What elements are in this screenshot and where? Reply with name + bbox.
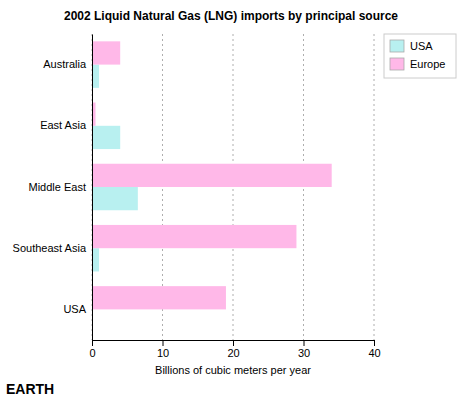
legend-label: USA	[410, 40, 433, 52]
x-axis: 0 10 20 30 40	[89, 340, 380, 359]
tick-label: 0	[89, 347, 95, 359]
tick-label: 40	[368, 347, 380, 359]
tick-mark	[92, 340, 93, 346]
tick: 30	[298, 340, 310, 359]
bar	[92, 225, 296, 248]
bar	[92, 126, 120, 149]
tick-mark	[233, 340, 234, 346]
legend-item: Europe	[390, 58, 445, 70]
bar	[92, 248, 99, 271]
tick: 10	[157, 340, 169, 359]
tick: Middle East	[29, 181, 86, 193]
tick-label: Middle East	[29, 181, 86, 193]
grid	[92, 34, 374, 340]
tick: USA	[63, 303, 86, 315]
grid-line	[92, 34, 93, 340]
axis-line	[92, 35, 93, 341]
chart: 0 10 20 30 40 USA Southeast Asia Middle East Eas…	[0, 0, 462, 400]
tick: 20	[227, 340, 239, 359]
tick-label: 10	[157, 347, 169, 359]
axis-line	[93, 341, 375, 347]
legend-swatch	[390, 58, 404, 70]
grid-line	[374, 34, 375, 340]
tick-label: Southeast Asia	[13, 242, 87, 254]
bar	[92, 187, 138, 210]
tick: East Asia	[40, 119, 87, 131]
tick-label: USA	[63, 303, 86, 315]
legend-frame	[384, 34, 456, 78]
bars	[92, 41, 332, 309]
legend: USA Europe	[384, 34, 456, 78]
title: 2002 Liquid Natural Gas (LNG) imports by…	[64, 9, 398, 23]
tick: 0	[89, 340, 95, 359]
tick: Southeast Asia	[13, 242, 87, 254]
legend-item: USA	[390, 40, 433, 52]
bar	[92, 286, 226, 309]
plot-area: 0 10 20 30 40 USA Southeast Asia Middle East Eas…	[13, 34, 381, 359]
tick-mark	[374, 340, 375, 346]
tick: 40	[368, 340, 380, 359]
annotation: EARTH	[6, 381, 54, 397]
tick: Australia	[43, 58, 87, 70]
tick-mark	[163, 340, 164, 346]
tick-label: 30	[298, 347, 310, 359]
tick-label: East Asia	[40, 119, 87, 131]
tick-label: Australia	[43, 58, 87, 70]
x-axis-label: Billions of cubic meters per year	[155, 364, 311, 376]
tick-mark	[304, 340, 305, 346]
bar	[92, 65, 99, 88]
legend-swatch	[390, 40, 404, 52]
legend-label: Europe	[410, 58, 445, 70]
tick-label: 20	[227, 347, 239, 359]
y-axis: USA Southeast Asia Middle East East Asia Aus…	[13, 35, 93, 341]
bar	[92, 164, 332, 187]
bar	[92, 41, 120, 64]
